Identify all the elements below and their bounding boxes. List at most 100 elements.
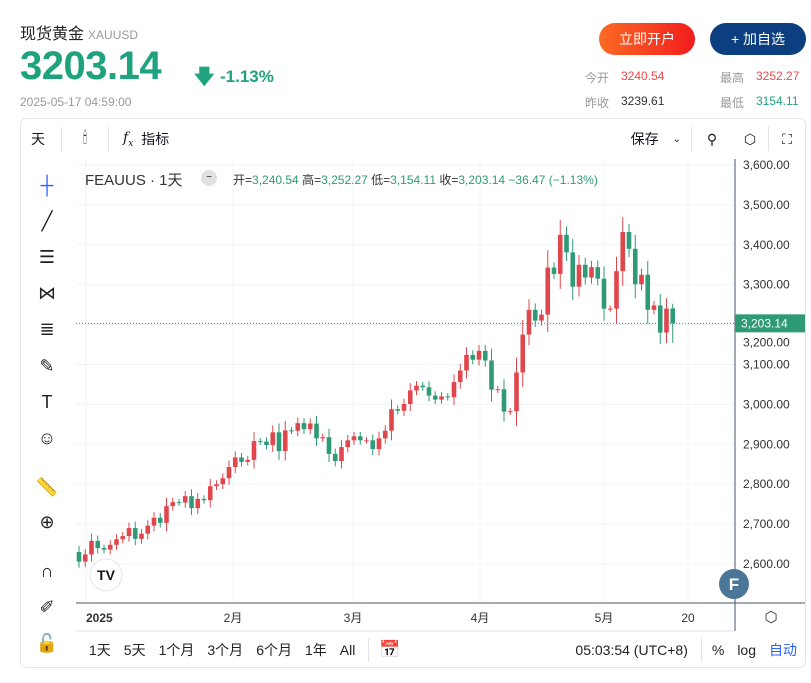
- unlock-icon[interactable]: 🔓: [35, 633, 59, 653]
- ruler-icon[interactable]: 📏: [35, 477, 59, 497]
- candle-body: [107, 544, 113, 550]
- emoji-icon[interactable]: ☺: [37, 428, 57, 448]
- candle-body: [426, 387, 432, 396]
- price-tick-label: 2,700.00: [743, 517, 790, 531]
- candle-body: [626, 232, 632, 249]
- high-label: 最高: [720, 71, 745, 85]
- trend-line-icon[interactable]: ╱: [41, 211, 53, 231]
- candle-body: [651, 305, 657, 310]
- log-toggle[interactable]: log: [737, 642, 756, 658]
- horizontal-lines-icon[interactable]: ☰: [38, 247, 56, 267]
- range-6m[interactable]: 6个月: [256, 642, 292, 658]
- save-button[interactable]: 保存: [630, 131, 659, 147]
- quick-search-icon[interactable]: ⚲: [706, 130, 718, 147]
- down-arrow-icon: 🡇: [194, 66, 215, 88]
- high-label: 高=: [302, 173, 322, 187]
- price-chart[interactable]: 3,600.00 3,500.00 3,400.00 3,300.00 3,200.00…: [21, 119, 806, 668]
- candle-body: [489, 360, 494, 390]
- candle-body: [482, 350, 488, 361]
- range-1d[interactable]: 1天: [89, 642, 111, 658]
- add-watchlist-button[interactable]: + 加自选: [710, 23, 806, 55]
- fullscreen-icon[interactable]: ⛶: [782, 130, 792, 147]
- text-icon[interactable]: T: [41, 392, 53, 412]
- candle-body: [664, 308, 669, 333]
- percent-toggle[interactable]: %: [711, 642, 725, 658]
- candle-type-icon[interactable]: 🕯: [82, 130, 88, 147]
- indicators-button[interactable]: 指标: [141, 131, 170, 147]
- instrument-symbol: XAUUSD: [88, 28, 139, 42]
- price-tick-label: 3,300.00: [743, 278, 790, 292]
- candle-body: [432, 395, 438, 400]
- range-all[interactable]: All: [339, 642, 356, 658]
- time-tick-label: 2025: [86, 611, 113, 625]
- tradingview-logo: [89, 558, 123, 592]
- instrument-title: 现货黄金 XAUUSD: [20, 20, 138, 44]
- f-badge-icon: [719, 569, 749, 599]
- pattern-icon[interactable]: ⋈: [38, 283, 56, 303]
- candle-body: [220, 478, 226, 485]
- zoom-in-icon[interactable]: ⊕: [39, 512, 55, 532]
- range-5d[interactable]: 5天: [123, 642, 146, 658]
- function-icon[interactable]: fx: [123, 129, 134, 149]
- candle-body: [389, 409, 394, 431]
- candle-body: [364, 440, 369, 442]
- legend-symbol: FEAUUS · 1天: [85, 172, 183, 189]
- axis-settings-icon[interactable]: ⬡: [764, 609, 777, 626]
- auto-scale-toggle[interactable]: 自动: [769, 642, 797, 658]
- crosshair-icon[interactable]: ┼: [40, 175, 54, 195]
- lock-drawing-icon[interactable]: ✐: [39, 597, 55, 617]
- current-price: 3203.14: [20, 44, 162, 88]
- candle-body: [639, 274, 644, 285]
- close-label: 收=: [439, 173, 459, 187]
- candle-body: [582, 264, 588, 278]
- candle-body: [407, 390, 413, 405]
- legend-open: 3,240.54: [252, 173, 299, 187]
- candle-body: [151, 517, 157, 526]
- candle-body: [570, 252, 576, 287]
- candle-body: [501, 389, 507, 412]
- bottom-bar: 1天 5天 1个月 3个月 6个月 1年 All 📅 05:03:54 (UTC…: [75, 631, 805, 667]
- prev-close-value: 3239.61: [621, 94, 665, 108]
- settings-icon[interactable]: ⬡: [743, 130, 757, 147]
- candle-body: [320, 437, 326, 439]
- clock: 05:03:54 (UTC+8): [575, 642, 688, 658]
- candle-body: [551, 267, 557, 274]
- candle-body: [439, 396, 444, 400]
- range-3m[interactable]: 3个月: [207, 642, 244, 658]
- range-1m[interactable]: 1个月: [158, 642, 195, 658]
- legend-change: −36.47 (−1.13%): [508, 173, 598, 187]
- price-tick-label: 2,800.00: [743, 477, 790, 491]
- candle-body: [176, 502, 182, 504]
- price-tick-label: 3,400.00: [743, 238, 790, 252]
- time-tick-label: 5月: [595, 611, 614, 625]
- candle-body: [132, 528, 138, 539]
- chevron-down-icon[interactable]: ⌄: [672, 133, 681, 145]
- fib-icon[interactable]: ≣: [39, 319, 55, 339]
- candle-body: [401, 404, 407, 411]
- chart-widget: 天 🕯 fx 指标 保存 ⌄ ⚲ ⬡ ⛶ ┼ ╱ ☰ ⋈ ≣ ✎ T ☺ 📏 ⊕…: [20, 118, 806, 668]
- magnet-icon[interactable]: ∩: [40, 561, 54, 581]
- candle-body: [645, 274, 651, 310]
- candle-body: [351, 436, 357, 441]
- legend-close: 3,203.14: [458, 173, 506, 187]
- range-1y[interactable]: 1年: [304, 642, 327, 658]
- candle-body: [339, 447, 344, 462]
- candle-body: [382, 430, 388, 439]
- candle-body: [139, 533, 144, 539]
- candle-body: [101, 548, 107, 550]
- candle-body: [89, 540, 94, 555]
- candle-body: [514, 372, 519, 412]
- candle-body: [82, 554, 88, 562]
- price-tick-label: 3,200.00: [743, 335, 790, 349]
- collapse-legend-button[interactable]: −: [201, 170, 217, 186]
- open-account-button[interactable]: 立即开户: [599, 23, 695, 55]
- brush-icon[interactable]: ✎: [39, 356, 55, 376]
- interval-button[interactable]: 天: [31, 131, 45, 147]
- candle-body: [232, 457, 238, 468]
- prev-close-label: 昨收: [585, 96, 610, 110]
- candle-body: [257, 441, 263, 443]
- candle-body: [470, 354, 476, 360]
- candle-body: [451, 382, 457, 398]
- open-label: 今开: [585, 71, 610, 85]
- goto-date-icon[interactable]: 📅: [379, 640, 401, 659]
